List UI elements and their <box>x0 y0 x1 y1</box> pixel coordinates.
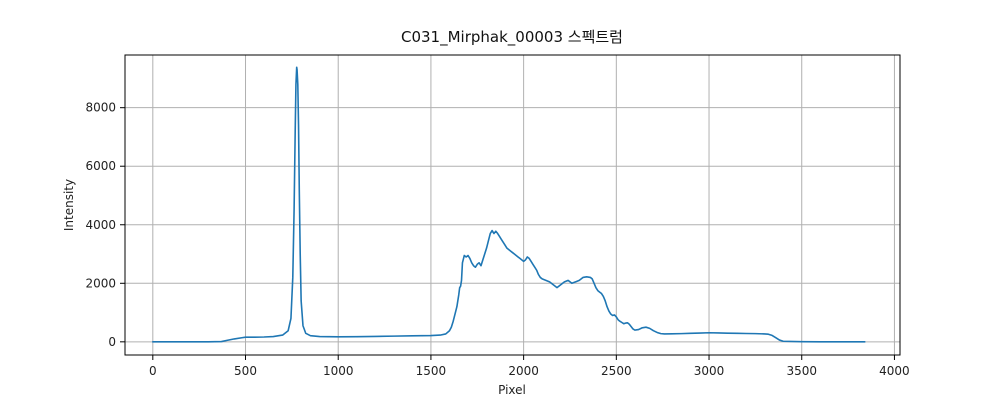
x-tick-label: 3500 <box>786 364 817 378</box>
axes: 0 500 1000 1500 2000 2500 3000 3500 4000 0 2000 400… <box>85 54 910 378</box>
x-tick-label: 3000 <box>694 364 725 378</box>
x-tick-label: 0 <box>149 364 157 378</box>
x-tick-label: 2500 <box>601 364 632 378</box>
x-tick-label: 4000 <box>879 364 910 378</box>
y-tick-label: 2000 <box>85 276 116 290</box>
grid <box>125 55 900 355</box>
series-layer <box>152 66 866 343</box>
x-tick-label: 2000 <box>508 364 539 378</box>
y-tick-label: 0 <box>108 335 116 349</box>
y-tick-label: 6000 <box>85 159 116 173</box>
x-tick-label: 1000 <box>323 364 354 378</box>
y-axis-label: Intensity <box>62 179 76 231</box>
chart-title: C031_Mirphak_00003 스펙트럼 <box>401 28 623 47</box>
x-axis-label: Pixel <box>498 383 526 397</box>
plot-frame <box>124 54 901 356</box>
spectrum-line <box>152 66 866 343</box>
y-tick-label: 4000 <box>85 218 116 232</box>
y-tick-label: 8000 <box>85 101 116 115</box>
x-tick-label: 1500 <box>416 364 447 378</box>
x-tick-label: 500 <box>234 364 257 378</box>
